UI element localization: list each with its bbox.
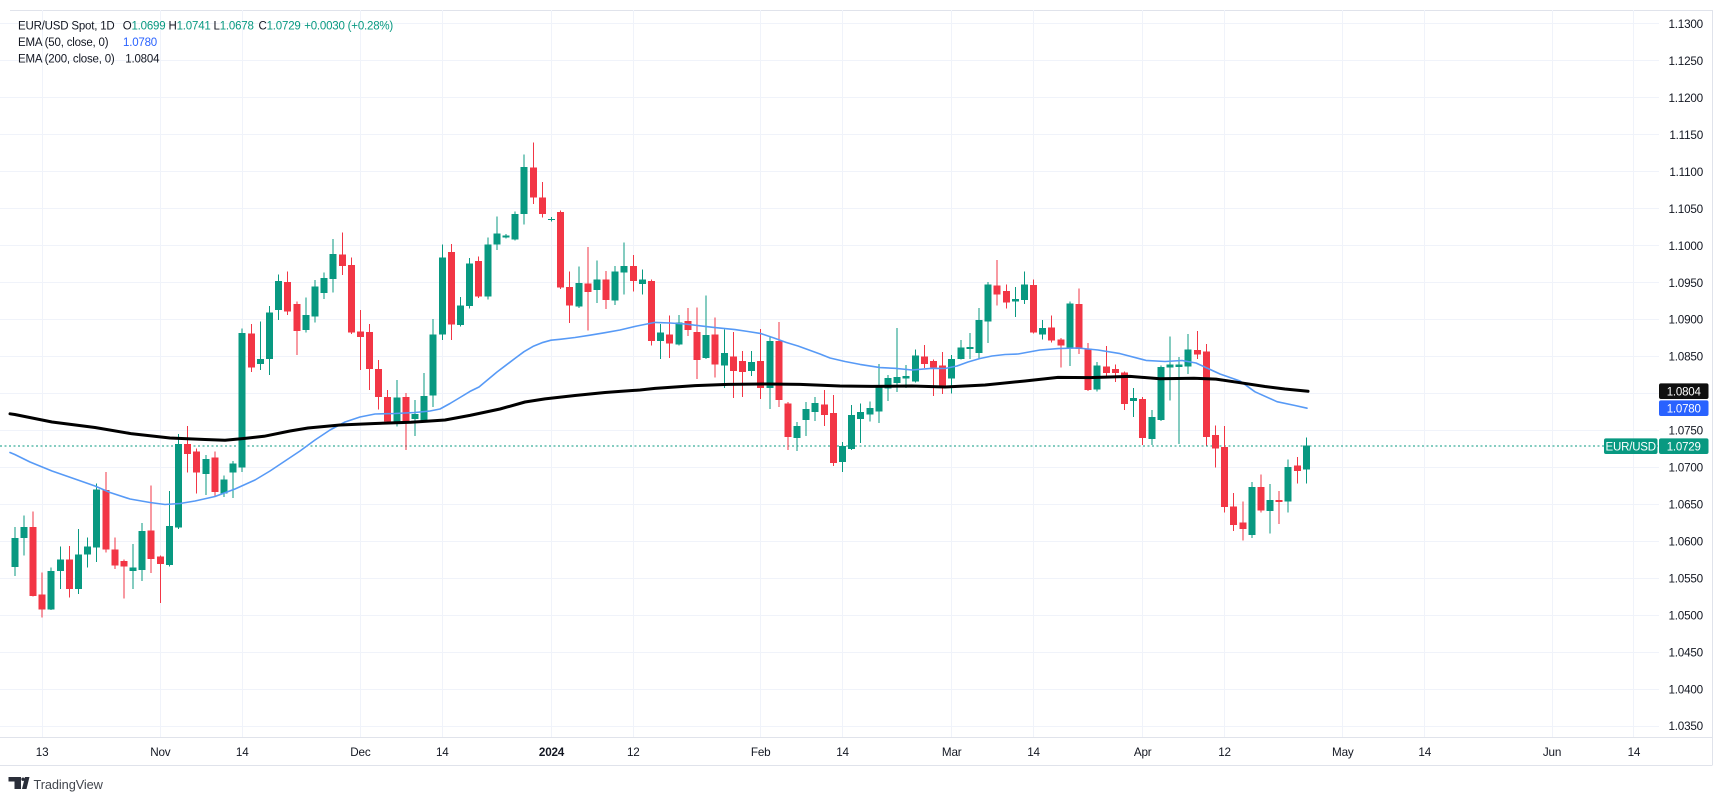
svg-text:1.0850: 1.0850 (1668, 351, 1703, 364)
svg-text:14: 14 (236, 746, 249, 759)
svg-text:1.0900: 1.0900 (1668, 314, 1703, 327)
svg-text:13: 13 (36, 746, 49, 759)
svg-text:1.0600: 1.0600 (1668, 535, 1703, 548)
svg-text:1.0350: 1.0350 (1668, 720, 1703, 733)
svg-text:1.1150: 1.1150 (1669, 129, 1703, 142)
svg-text:14: 14 (1628, 746, 1641, 759)
svg-text:TradingView: TradingView (34, 777, 104, 792)
svg-text:1.0804: 1.0804 (1667, 386, 1702, 398)
svg-text:EMA (200, close, 0): EMA (200, close, 0) (18, 53, 115, 65)
svg-text:+0.0030 (+0.28%): +0.0030 (+0.28%) (304, 21, 393, 33)
svg-text:14: 14 (436, 746, 449, 759)
svg-text:1.0500: 1.0500 (1668, 609, 1703, 622)
svg-text:14: 14 (1027, 746, 1040, 759)
svg-text:1.0950: 1.0950 (1668, 277, 1703, 290)
svg-text:Feb: Feb (751, 746, 771, 759)
svg-text:12: 12 (627, 746, 640, 759)
svg-text:1.1200: 1.1200 (1668, 92, 1703, 105)
svg-text:1.0550: 1.0550 (1668, 572, 1703, 585)
svg-text:Dec: Dec (350, 746, 371, 759)
svg-text:1.1050: 1.1050 (1668, 203, 1703, 216)
svg-text:1.0400: 1.0400 (1668, 683, 1703, 696)
svg-text:May: May (1332, 746, 1354, 759)
svg-text:EMA (50, close, 0): EMA (50, close, 0) (18, 37, 109, 49)
svg-text:1.1100: 1.1100 (1669, 166, 1703, 179)
svg-text:12: 12 (1218, 746, 1231, 759)
svg-text:EUR/USD: EUR/USD (1606, 441, 1656, 453)
svg-text:1.0750: 1.0750 (1668, 425, 1703, 438)
svg-text:14: 14 (836, 746, 849, 759)
svg-text:1.0780: 1.0780 (123, 37, 157, 49)
svg-text:14: 14 (1418, 746, 1431, 759)
svg-text:1.0450: 1.0450 (1668, 646, 1703, 659)
svg-text:Apr: Apr (1134, 746, 1152, 759)
svg-text:1.1250: 1.1250 (1668, 55, 1703, 68)
svg-text:1.0729: 1.0729 (1667, 441, 1701, 453)
svg-text:Mar: Mar (942, 746, 962, 759)
svg-text:EUR/USD Spot, 1D: EUR/USD Spot, 1D (18, 21, 115, 33)
svg-text:C1.0729: C1.0729 (259, 21, 301, 33)
svg-text:1.0804: 1.0804 (125, 53, 160, 65)
svg-text:Jun: Jun (1543, 746, 1561, 759)
svg-text:1.0780: 1.0780 (1667, 403, 1701, 415)
svg-text:1.1300: 1.1300 (1668, 18, 1703, 31)
svg-text:O1.0699: O1.0699 (123, 21, 166, 33)
svg-text:L1.0678: L1.0678 (214, 21, 254, 33)
svg-text:1.0700: 1.0700 (1668, 462, 1703, 475)
svg-text:Nov: Nov (150, 746, 171, 759)
svg-text:2024: 2024 (539, 746, 565, 759)
svg-text:H1.0741: H1.0741 (169, 21, 211, 33)
svg-text:1.1000: 1.1000 (1668, 240, 1703, 253)
svg-text:1.0650: 1.0650 (1668, 499, 1703, 512)
